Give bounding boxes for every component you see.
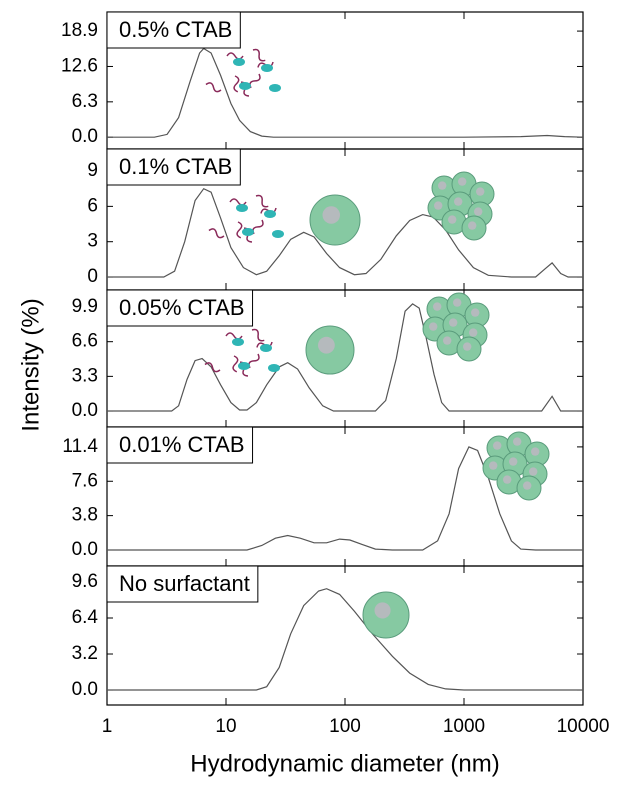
y-tick-label: 0 [87,266,98,287]
y-axis-title: Intensity (%) [17,298,44,431]
protein [269,84,281,92]
y-tick-label: 11.4 [62,436,98,457]
protein [236,204,248,212]
particle-highlight [476,187,485,196]
y-tick-label: 0.0 [72,400,98,421]
particle-highlight [318,336,335,354]
particle-highlight [453,298,462,307]
particle-highlight [523,481,532,490]
surfactant-illustration [208,194,284,243]
y-tick-label: 6 [87,195,98,216]
particle-highlight [471,308,480,317]
particle-highlight [374,602,391,619]
protein [238,362,250,370]
protein [239,82,251,90]
y-tick-label: 9 [87,160,98,181]
panel-title-box [106,565,259,603]
data-line [107,47,584,138]
panel-title: 0.05% CTAB [119,295,245,320]
protein [264,210,276,218]
particle-highlight [458,177,467,186]
y-tick-label: 7.6 [72,470,98,491]
particle-highlight [493,441,502,450]
panel-title: 0.01% CTAB [119,432,245,457]
y-tick-label: 3.3 [72,365,98,386]
x-tick-label: 100 [329,716,361,737]
y-tick-label: 18.9 [61,20,98,41]
surfactant-illustration [204,328,280,377]
y-tick-label: 6.3 [72,91,98,112]
particle-highlight [503,475,512,484]
x-tick-label: 1 [102,716,113,737]
surfactant [232,355,239,373]
x-tick-label: 1000 [443,716,485,737]
particle-highlight [513,437,522,446]
surfactant [251,328,265,342]
y-tick-label: 3 [87,231,98,252]
x-axis-title: Hydrodynamic diameter (nm) [190,750,499,777]
particle-highlight [469,328,478,337]
protein [261,64,273,72]
surfactant [205,82,222,93]
panel-title-box [106,148,241,186]
particle-highlight [448,215,457,224]
panel-title-box [106,289,254,327]
particle-highlight [322,206,340,224]
particle-highlight [489,461,498,470]
particle-highlight [433,302,442,311]
y-tick-label: 9.9 [72,296,98,317]
panel-title-box [106,11,241,49]
y-tick-label: 6.4 [72,607,99,628]
particle-highlight [468,221,477,230]
y-tick-label: 6.6 [72,331,98,352]
data-line [107,187,583,278]
data-line [107,303,583,412]
y-tick-label: 0.0 [72,126,98,147]
data-line [107,588,583,691]
protein [233,58,245,66]
particle-highlight [434,201,443,210]
particle-highlight [449,318,458,327]
y-tick-label: 3.8 [72,505,98,526]
surfactant [233,75,240,93]
panel-title: 0.1% CTAB [119,154,232,179]
x-tick-label: 10 [215,716,236,737]
panel-title: No surfactant [119,571,250,596]
surfactant [204,362,221,373]
surfactant [236,221,243,239]
protein [232,338,244,346]
y-tick-label: 0.0 [72,539,98,560]
particle-highlight [463,342,472,351]
surfactant-illustration [205,48,281,97]
protein [260,344,272,352]
data-line [107,446,583,551]
y-tick-label: 3.2 [72,643,98,664]
y-tick-label: 12.6 [61,55,98,76]
protein [268,364,280,372]
surfactant [229,198,247,206]
panel-title: 0.5% CTAB [119,17,232,42]
surfactant [225,332,243,340]
particle-highlight [454,197,463,206]
surfactant [208,228,225,239]
particle-highlight [438,181,447,190]
panel-title-box [106,426,254,464]
y-tick-label: 0.0 [72,679,98,700]
particle-highlight [529,467,538,476]
surfactant [226,52,244,60]
surfactant [252,48,266,62]
particle-highlight [474,207,483,216]
particle-highlight [443,336,452,345]
protein [272,230,284,238]
particle-highlight [531,447,540,456]
particle-highlight [429,322,438,331]
particle-highlight [509,457,518,466]
surfactant [255,194,269,208]
y-tick-label: 9.6 [72,571,98,592]
x-tick-label: 10000 [557,716,610,737]
protein [242,228,254,236]
